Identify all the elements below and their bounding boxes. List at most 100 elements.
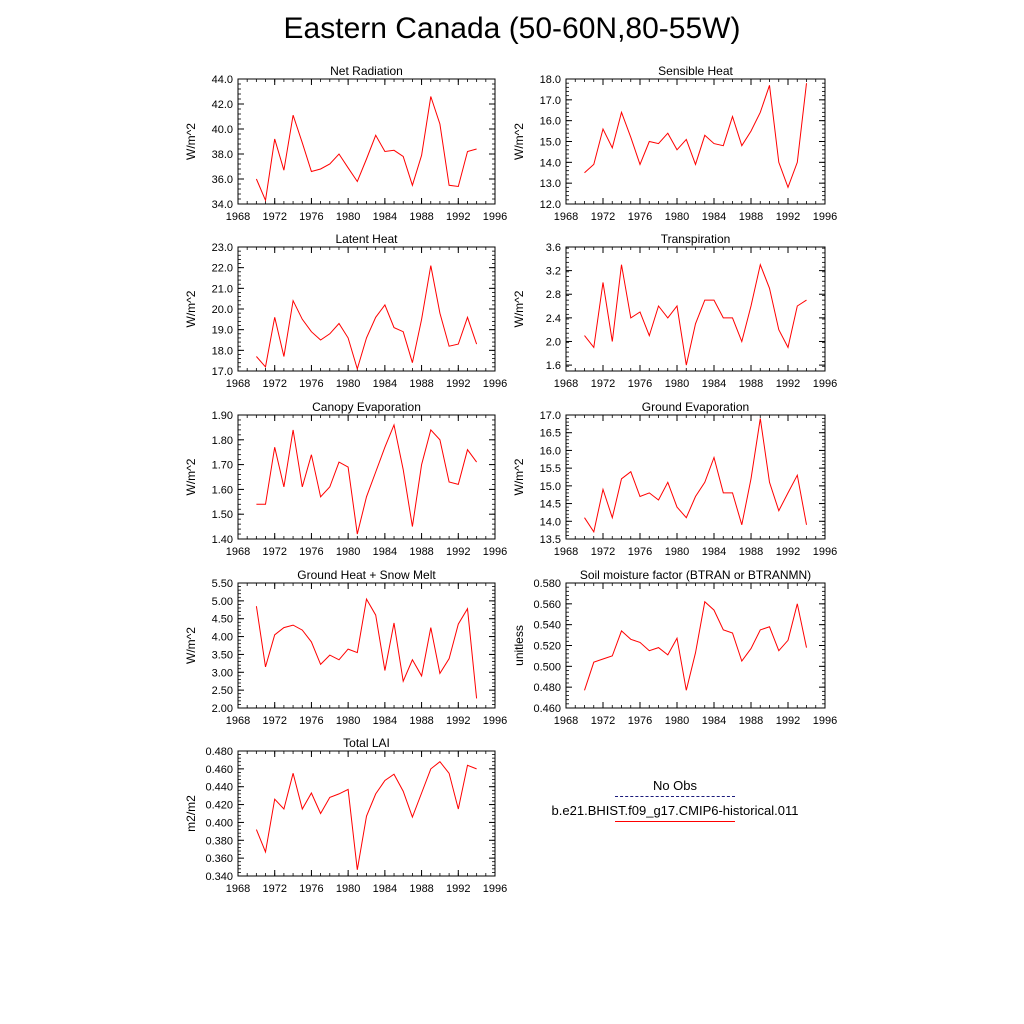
chart-panel-1: Net Radiation W/m^2 1968 1972 1976 1980 1984 19… <box>184 64 507 223</box>
legend-obs-label: No Obs <box>652 778 698 793</box>
y-tick-label: 22.0 <box>212 263 233 275</box>
x-tick-label: 1980 <box>336 378 360 390</box>
y-tick-label: 3.6 <box>546 242 561 254</box>
x-tick-label: 1980 <box>665 715 689 727</box>
y-axis-label: W/m^2 <box>184 123 198 160</box>
chart-panel-5: Canopy Evaporation W/m^2 1968 1972 1976 1980 1… <box>184 400 507 558</box>
x-tick-label: 1988 <box>409 211 433 223</box>
y-tick-label: 21.0 <box>212 283 233 295</box>
y-tick-label: 15.0 <box>540 481 561 493</box>
x-tick-label: 1976 <box>299 211 323 223</box>
y-tick-label: 0.580 <box>533 578 561 590</box>
x-tick-label: 1968 <box>226 378 250 390</box>
x-tick-label: 1972 <box>262 883 286 895</box>
x-tick-label: 1972 <box>262 546 286 558</box>
x-tick-label: 1980 <box>665 211 689 223</box>
chart-title: Latent Heat <box>335 232 398 246</box>
y-tick-label: 2.0 <box>546 336 561 348</box>
x-tick-label: 1996 <box>813 378 837 390</box>
x-tick-label: 1972 <box>262 211 286 223</box>
x-tick-label: 1972 <box>262 378 286 390</box>
chart-title: Soil moisture factor (BTRAN or BTRANMN) <box>580 568 811 582</box>
x-tick-label: 1992 <box>776 715 800 727</box>
y-tick-label: 4.50 <box>212 614 233 626</box>
y-tick-label: 0.340 <box>205 871 233 883</box>
x-tick-label: 1976 <box>299 883 323 895</box>
x-tick-label: 1968 <box>226 211 250 223</box>
x-tick-label: 1988 <box>739 378 763 390</box>
x-tick-label: 1980 <box>336 883 360 895</box>
x-tick-label: 1968 <box>226 715 250 727</box>
chart-panel-8: Soil moisture factor (BTRAN or BTRANMN) u… <box>512 568 837 727</box>
y-tick-label: 17.0 <box>212 366 233 378</box>
page-title: Eastern Canada (50-60N,80-55W) <box>283 12 741 45</box>
legend: No Obs b.e21.BHIST.f09_g17.CMIP6-histori… <box>530 778 820 828</box>
y-tick-label: 15.0 <box>540 137 561 149</box>
series-line-1 <box>256 423 478 535</box>
y-tick-label: 13.0 <box>540 178 561 190</box>
x-tick-label: 1996 <box>483 546 507 558</box>
y-tick-label: 0.440 <box>205 782 233 794</box>
y-tick-label: 16.0 <box>540 445 561 457</box>
y-tick-label: 0.380 <box>205 835 233 847</box>
x-tick-label: 1988 <box>409 883 433 895</box>
y-tick-label: 3.50 <box>212 649 233 661</box>
y-axis-label: W/m^2 <box>184 290 198 327</box>
x-tick-label: 1992 <box>776 378 800 390</box>
y-tick-label: 5.50 <box>212 578 233 590</box>
chart-title: Canopy Evaporation <box>312 400 421 414</box>
series-line-1 <box>255 760 477 870</box>
series-line-1 <box>584 262 807 366</box>
plot-frame <box>565 246 826 372</box>
x-tick-label: 1972 <box>591 211 615 223</box>
x-tick-label: 1984 <box>373 378 397 390</box>
x-tick-label: 1992 <box>446 715 470 727</box>
chart-panel-9: Total LAI m2/m2 1968 1972 1976 1980 1984 1988 19… <box>184 736 507 895</box>
y-tick-label: 15.5 <box>540 463 561 475</box>
y-tick-label: 17.0 <box>540 95 561 107</box>
x-tick-label: 1996 <box>813 715 837 727</box>
x-tick-label: 1980 <box>336 546 360 558</box>
x-tick-label: 1984 <box>373 546 397 558</box>
legend-obs-line <box>615 796 735 797</box>
chart-title: Transpiration <box>661 232 731 246</box>
series-line-1 <box>584 600 807 691</box>
x-tick-label: 1984 <box>373 883 397 895</box>
y-tick-label: 2.50 <box>212 685 233 697</box>
chart-title: Total LAI <box>343 736 390 750</box>
x-tick-label: 1992 <box>446 378 470 390</box>
chart-panel-4: Transpiration W/m^2 1968 1972 1976 1980 1984 19… <box>512 232 837 390</box>
y-tick-label: 0.460 <box>205 764 233 776</box>
x-tick-label: 1988 <box>409 546 433 558</box>
y-tick-label: 0.480 <box>533 682 561 694</box>
y-tick-label: 12.0 <box>540 199 561 211</box>
series-line-1 <box>255 96 477 203</box>
y-tick-label: 1.90 <box>212 410 233 422</box>
x-tick-label: 1976 <box>299 546 323 558</box>
y-tick-label: 3.2 <box>546 266 561 278</box>
x-tick-label: 1992 <box>446 883 470 895</box>
y-axis-label: W/m^2 <box>184 458 198 495</box>
y-tick-label: 1.40 <box>212 534 233 546</box>
y-tick-label: 13.5 <box>540 534 561 546</box>
y-tick-label: 20.0 <box>212 304 233 316</box>
x-tick-label: 1976 <box>299 378 323 390</box>
y-tick-label: 17.0 <box>540 410 561 422</box>
y-tick-label: 3.00 <box>212 667 233 679</box>
plot-frame <box>237 246 496 372</box>
plot-frame <box>237 78 496 205</box>
x-tick-label: 1980 <box>665 378 689 390</box>
y-axis-label: W/m^2 <box>512 290 526 327</box>
x-tick-label: 1996 <box>483 715 507 727</box>
chart-title: Sensible Heat <box>658 64 733 78</box>
y-tick-label: 18.0 <box>212 345 233 357</box>
x-tick-label: 1988 <box>409 715 433 727</box>
series-line-1 <box>255 597 478 699</box>
legend-model-label: b.e21.BHIST.f09_g17.CMIP6-historical.011 <box>551 803 799 818</box>
y-tick-label: 36.0 <box>212 174 233 186</box>
y-axis-label: m2/m2 <box>184 795 198 832</box>
y-tick-label: 14.0 <box>540 157 561 169</box>
y-tick-label: 40.0 <box>212 124 233 136</box>
y-tick-label: 4.00 <box>212 632 233 644</box>
x-tick-label: 1988 <box>739 715 763 727</box>
